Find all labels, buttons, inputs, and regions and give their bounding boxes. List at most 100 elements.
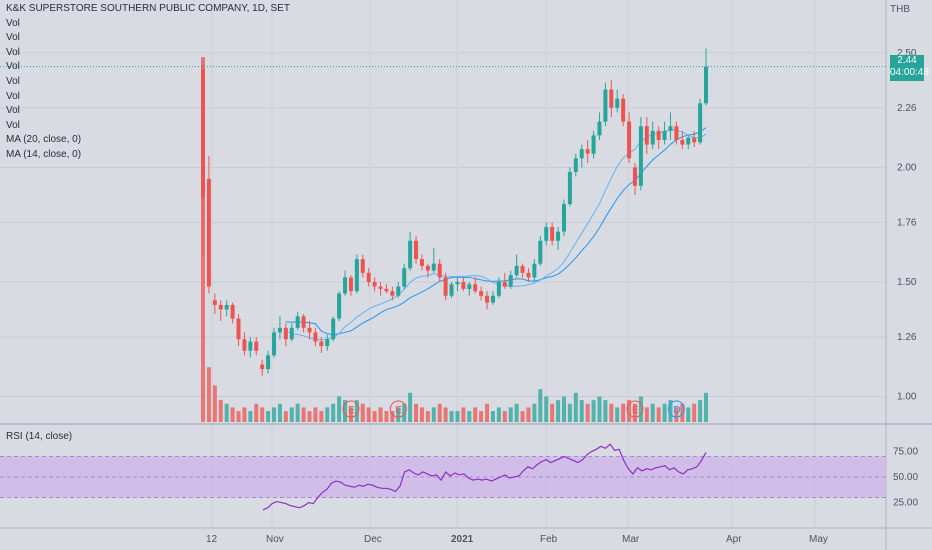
- candle-body[interactable]: [632, 167, 637, 186]
- candle-body[interactable]: [473, 284, 478, 292]
- candle-body[interactable]: [467, 284, 472, 289]
- candle-body[interactable]: [425, 265, 430, 271]
- candle-body[interactable]: [704, 66, 708, 104]
- candle-body[interactable]: [372, 282, 377, 287]
- candle-body[interactable]: [254, 341, 259, 351]
- indicator-ma-20[interactable]: MA (20, close, 0): [6, 134, 82, 146]
- candle-body[interactable]: [680, 139, 685, 145]
- candle-body[interactable]: [455, 282, 460, 285]
- indicator-vol-7[interactable]: Vol: [6, 105, 20, 117]
- candle-body[interactable]: [627, 121, 632, 159]
- candle-body[interactable]: [638, 126, 643, 186]
- candle-body[interactable]: [384, 288, 389, 292]
- candle-body[interactable]: [692, 137, 697, 143]
- candle-body[interactable]: [390, 291, 395, 296]
- candle-body[interactable]: [603, 89, 608, 122]
- candle-body[interactable]: [201, 68, 205, 198]
- candle-body[interactable]: [218, 304, 223, 310]
- candle-body[interactable]: [662, 130, 667, 140]
- candle-body[interactable]: [609, 89, 614, 108]
- indicator-vol-4[interactable]: Vol: [6, 61, 20, 73]
- candle-body[interactable]: [485, 295, 490, 303]
- candle-body[interactable]: [556, 231, 561, 241]
- candle-body[interactable]: [272, 332, 277, 356]
- rsi-legend[interactable]: RSI (14, close): [6, 431, 73, 442]
- candle-body[interactable]: [289, 327, 294, 340]
- candle-body[interactable]: [621, 98, 626, 122]
- candle-body[interactable]: [331, 318, 336, 340]
- candle-body[interactable]: [591, 135, 596, 154]
- candle-body[interactable]: [419, 259, 424, 266]
- indicator-vol-1[interactable]: Vol: [6, 17, 20, 29]
- candle-body[interactable]: [520, 265, 525, 273]
- candle-body[interactable]: [295, 316, 300, 328]
- candle-body[interactable]: [585, 149, 590, 154]
- candle-body[interactable]: [597, 121, 602, 136]
- candle-body[interactable]: [449, 284, 454, 296]
- candle-body[interactable]: [461, 282, 466, 289]
- indicator-vol-6[interactable]: Vol: [6, 90, 20, 102]
- indicator-vol-3[interactable]: Vol: [6, 46, 20, 58]
- candle-body[interactable]: [360, 259, 365, 273]
- candle-body[interactable]: [396, 286, 401, 296]
- candle-body[interactable]: [354, 259, 359, 292]
- candle-body[interactable]: [668, 126, 673, 131]
- candle-body[interactable]: [644, 126, 649, 145]
- candle-body[interactable]: [224, 304, 229, 310]
- candle-body[interactable]: [277, 327, 282, 333]
- event-marker[interactable]: [389, 400, 407, 418]
- candle-body[interactable]: [538, 240, 543, 264]
- event-marker[interactable]: [667, 400, 685, 418]
- indicator-ma-14[interactable]: MA (14, close, 0): [6, 148, 82, 160]
- candle-body[interactable]: [526, 272, 531, 278]
- candle-body[interactable]: [266, 355, 271, 370]
- candle-body[interactable]: [248, 341, 253, 351]
- candle-body[interactable]: [301, 316, 306, 328]
- candle-body[interactable]: [514, 265, 519, 276]
- candle-body[interactable]: [408, 240, 413, 269]
- candle-body[interactable]: [260, 364, 265, 370]
- candle-body[interactable]: [615, 98, 620, 108]
- candle-body[interactable]: [686, 137, 691, 145]
- candle-body[interactable]: [508, 275, 513, 287]
- event-marker[interactable]: [342, 400, 360, 418]
- event-marker[interactable]: [626, 400, 644, 418]
- candle-body[interactable]: [236, 318, 241, 340]
- candle-body[interactable]: [230, 304, 235, 319]
- candle-body[interactable]: [242, 339, 247, 351]
- candle-body[interactable]: [343, 277, 348, 294]
- candle-body[interactable]: [561, 204, 566, 232]
- indicator-vol-2[interactable]: Vol: [6, 32, 20, 44]
- candle-body[interactable]: [567, 172, 572, 205]
- candle-body[interactable]: [437, 263, 442, 278]
- candle-body[interactable]: [402, 268, 407, 287]
- candle-body[interactable]: [656, 130, 661, 140]
- candle-body[interactable]: [502, 282, 507, 287]
- candle-body[interactable]: [532, 263, 537, 278]
- candle-body[interactable]: [550, 227, 555, 241]
- candle-body[interactable]: [573, 158, 578, 173]
- candle-body[interactable]: [366, 272, 371, 282]
- candle-body[interactable]: [206, 178, 211, 287]
- symbol-title[interactable]: K&K SUPERSTORE SOUTHERN PUBLIC COMPANY, …: [6, 3, 290, 14]
- indicator-vol-8[interactable]: Vol: [6, 119, 20, 131]
- indicator-vol-5[interactable]: Vol: [6, 75, 20, 87]
- candle-body[interactable]: [319, 341, 324, 347]
- candle-body[interactable]: [650, 130, 655, 145]
- candle-body[interactable]: [307, 327, 312, 333]
- candle-body[interactable]: [313, 332, 318, 342]
- candle-body[interactable]: [579, 149, 584, 159]
- candle-body[interactable]: [378, 286, 383, 289]
- candle-body[interactable]: [698, 103, 703, 143]
- candle-body[interactable]: [674, 126, 679, 140]
- candle-body[interactable]: [443, 277, 448, 296]
- candle-body[interactable]: [544, 227, 549, 241]
- candle-body[interactable]: [490, 295, 495, 303]
- candle-body[interactable]: [431, 263, 436, 271]
- candle-body[interactable]: [496, 282, 501, 296]
- candle-body[interactable]: [212, 300, 217, 305]
- candle-body[interactable]: [283, 327, 288, 340]
- candle-body[interactable]: [348, 277, 353, 292]
- candle-body[interactable]: [337, 293, 342, 319]
